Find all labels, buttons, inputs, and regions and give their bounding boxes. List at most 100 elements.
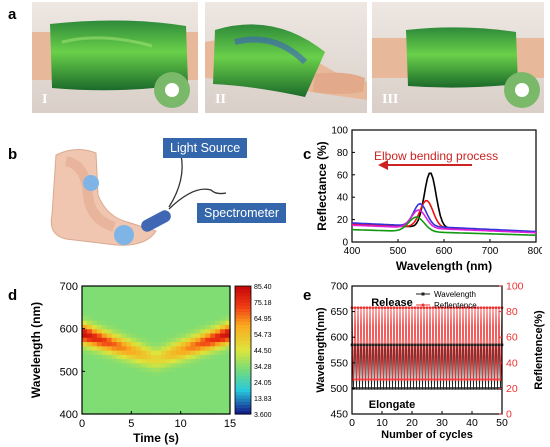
heatmap-cell: [106, 367, 113, 372]
wavelength-point: [380, 343, 384, 347]
heatmap-cell: [190, 401, 197, 407]
heatmap-cell: [116, 320, 123, 325]
heatmap-cell: [146, 396, 152, 402]
heatmap-cell: [180, 362, 187, 368]
heatmap-cell: [215, 350, 221, 355]
heatmap-cell: [180, 392, 187, 398]
heatmap-cell: [126, 332, 132, 338]
heatmap-cell: [185, 311, 192, 317]
heatmap-cell: [185, 396, 192, 402]
heatmap-cell: [82, 350, 88, 355]
heatmap-cell: [131, 286, 137, 291]
heatmap-cell: [180, 367, 187, 372]
heatmap-cell: [126, 350, 132, 355]
heatmap-cell: [86, 303, 93, 308]
heatmap-cell: [185, 294, 192, 300]
heatmap-cell: [185, 307, 192, 313]
heatmap-cell: [131, 405, 137, 411]
heatmap-cell: [160, 392, 167, 398]
wavelength-point: [434, 343, 438, 347]
heatmap-cell: [160, 358, 167, 364]
wavelength-point: [383, 343, 387, 347]
heatmap-cell: [180, 358, 187, 364]
heatmap-cell: [180, 371, 187, 377]
heatmap-cell: [111, 375, 118, 381]
heatmap-cell: [200, 388, 206, 394]
reflectance-point: [469, 378, 472, 381]
wavelength-point: [397, 387, 400, 390]
reflectance-point: [358, 378, 361, 381]
reflectance-point: [451, 378, 454, 381]
colorbar-frame: [234, 285, 252, 415]
reflectance-point: [386, 306, 390, 310]
heatmap-cell: [215, 341, 221, 347]
heatmap-cell: [136, 354, 142, 360]
reflectance-point: [445, 378, 448, 381]
heatmap-cell: [195, 328, 202, 334]
wavelength-point: [460, 387, 463, 390]
heatmap-cell: [190, 379, 197, 385]
heatmap-cell: [185, 379, 192, 385]
heatmap-cell: [136, 307, 142, 313]
heatmap-cell: [190, 362, 197, 368]
reflectance-point: [464, 306, 468, 310]
heatmap-cell: [96, 315, 103, 321]
heatmap-cell: [82, 332, 88, 338]
heatmap-cell: [160, 409, 167, 415]
heatmap-cell: [151, 341, 157, 347]
heatmap-cell: [131, 358, 137, 364]
reflectance-point: [412, 378, 415, 381]
heatmap-cell: [106, 286, 113, 291]
heatmap-cell: [175, 392, 182, 398]
heatmap-cell: [215, 303, 221, 308]
heatmap-cell: [151, 303, 157, 308]
photo-label-III: III: [382, 92, 399, 107]
heatmap-cell: [106, 401, 113, 407]
heatmap-cell: [146, 298, 152, 304]
heatmap-cell: [200, 328, 206, 334]
heatmap-cell: [91, 367, 98, 372]
reflectance-point: [433, 378, 436, 381]
heatmap-cell: [146, 371, 152, 377]
heatmap-cell: [146, 311, 152, 317]
heatmap-cell: [151, 392, 157, 398]
heatmap-cell: [160, 405, 167, 411]
wavelength-point: [392, 343, 396, 347]
heatmap-cell: [170, 354, 177, 360]
wavelength-point: [421, 387, 424, 390]
heatmap-cell: [146, 388, 152, 394]
wavelength-point: [386, 343, 390, 347]
wavelength-point: [368, 343, 372, 347]
heatmap-cell: [141, 328, 147, 334]
heatmap-cell: [165, 290, 172, 296]
reflectance-point: [362, 306, 366, 310]
heatmap-cell: [116, 311, 123, 317]
y-tick-label: 600: [60, 324, 78, 336]
heatmap-cell: [220, 354, 226, 360]
heatmap-cell: [165, 345, 172, 351]
heatmap-cell: [111, 350, 118, 355]
heatmap-cell: [165, 332, 172, 338]
heatmap-cell: [126, 303, 132, 308]
x-tick-label: 50: [496, 417, 508, 429]
heatmap-cell: [215, 315, 221, 321]
heatmap-cell: [195, 315, 202, 321]
colorbar-label: 54.73: [254, 332, 272, 339]
x-tick-label: 700: [482, 246, 499, 257]
reflectance-point: [407, 306, 411, 310]
heatmap-cell: [151, 332, 157, 338]
heatmap-cell: [205, 307, 211, 313]
heatmap-cell: [225, 337, 231, 343]
heatmap-cell: [121, 401, 128, 407]
heatmap-cell: [116, 371, 123, 377]
heatmap-cell: [82, 396, 88, 402]
heatmap-cell: [126, 324, 132, 330]
heatmap-cell: [136, 332, 142, 338]
heatmap-cell: [170, 350, 177, 355]
wavelength-point: [497, 343, 501, 347]
heatmap-cell: [210, 298, 216, 304]
heatmap-cell: [82, 401, 88, 407]
heatmap-cell: [205, 341, 211, 347]
heatmap-cell: [205, 384, 211, 389]
heatmap-cell: [225, 396, 231, 402]
